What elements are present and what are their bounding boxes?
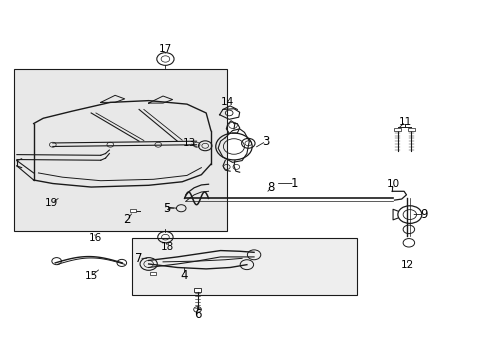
Bar: [132, 238, 356, 294]
Bar: [194, 288, 201, 292]
Bar: [150, 272, 156, 275]
Text: 4: 4: [181, 269, 188, 282]
Text: 2: 2: [123, 213, 131, 226]
Text: 8: 8: [266, 181, 274, 194]
Text: 19: 19: [45, 198, 59, 208]
Text: 15: 15: [84, 271, 98, 281]
Text: 6: 6: [193, 307, 201, 320]
Text: 18: 18: [161, 242, 174, 252]
Text: 9: 9: [420, 208, 427, 221]
Text: 16: 16: [88, 233, 102, 243]
Bar: [394, 128, 400, 131]
Text: 3: 3: [262, 135, 269, 148]
Text: 12: 12: [400, 260, 413, 270]
Text: 5: 5: [163, 202, 170, 215]
Bar: [14, 69, 226, 231]
Text: 13: 13: [183, 138, 196, 148]
Bar: [130, 209, 136, 212]
Text: 1: 1: [290, 177, 298, 190]
Text: 17: 17: [159, 45, 172, 54]
Bar: [407, 128, 414, 131]
Text: 10: 10: [386, 179, 399, 189]
Text: 14: 14: [221, 98, 234, 107]
Text: 7: 7: [135, 252, 142, 265]
Text: 11: 11: [398, 117, 411, 127]
